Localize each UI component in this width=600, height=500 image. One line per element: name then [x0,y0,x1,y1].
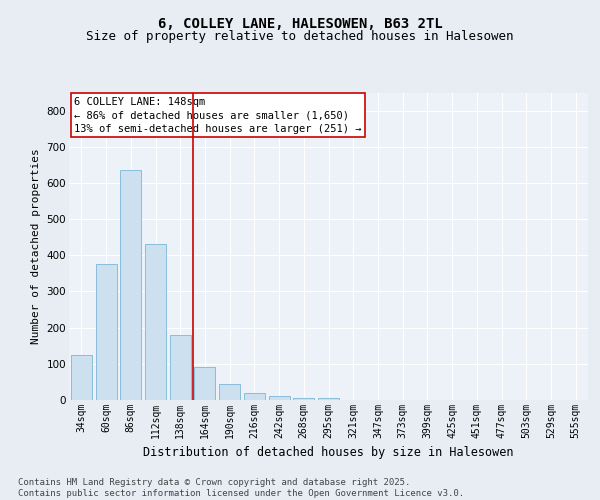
Bar [170,335,191,400]
Text: Size of property relative to detached houses in Halesowen: Size of property relative to detached ho… [86,30,514,43]
Bar [95,264,116,400]
Bar [71,355,92,400]
Bar [145,244,166,400]
Bar [318,398,339,400]
Bar [269,396,290,400]
Text: 6 COLLEY LANE: 148sqm
← 86% of detached houses are smaller (1,650)
13% of semi-d: 6 COLLEY LANE: 148sqm ← 86% of detached … [74,97,362,134]
X-axis label: Distribution of detached houses by size in Halesowen: Distribution of detached houses by size … [143,446,514,460]
Bar [120,170,141,400]
Bar [293,398,314,400]
Bar [219,384,240,400]
Bar [244,393,265,400]
Text: Contains HM Land Registry data © Crown copyright and database right 2025.
Contai: Contains HM Land Registry data © Crown c… [18,478,464,498]
Y-axis label: Number of detached properties: Number of detached properties [31,148,41,344]
Bar [194,368,215,400]
Text: 6, COLLEY LANE, HALESOWEN, B63 2TL: 6, COLLEY LANE, HALESOWEN, B63 2TL [158,18,442,32]
